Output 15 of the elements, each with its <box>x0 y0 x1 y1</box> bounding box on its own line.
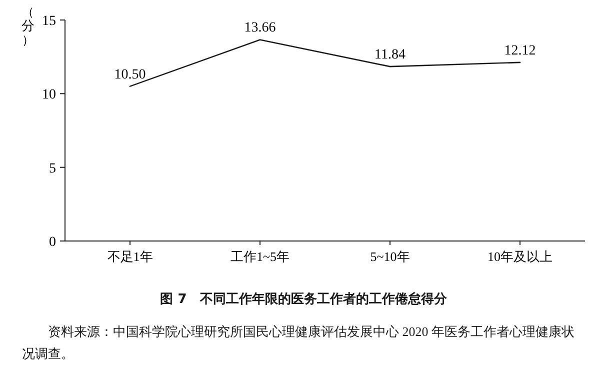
y-tick-label: 15 <box>42 14 56 29</box>
x-tick-label: 工作1~5年 <box>230 249 290 264</box>
y-tick-label: 0 <box>49 235 56 250</box>
x-tick-label: 不足1年 <box>107 249 153 264</box>
x-tick-label: 5~10年 <box>370 249 410 264</box>
text: 10.50 <box>114 67 146 82</box>
text: 资料来源：中国科学院心理研究所国民心理健康评估发展中心 2020 年医务工作者心理健康状况调查。 <box>22 323 576 363</box>
text: 11.84 <box>374 48 406 63</box>
text: 图 7 不同工作年限的医务工作者的工作倦怠得分 <box>159 290 448 308</box>
x-tick-label: 10年及以上 <box>488 249 552 264</box>
y-tick-label: 10 <box>42 88 56 103</box>
text: 12.12 <box>504 43 536 58</box>
y-tick-label: 5 <box>49 161 56 176</box>
text: 13.66 <box>244 20 276 36</box>
y-axis-title: （分） <box>22 5 34 47</box>
